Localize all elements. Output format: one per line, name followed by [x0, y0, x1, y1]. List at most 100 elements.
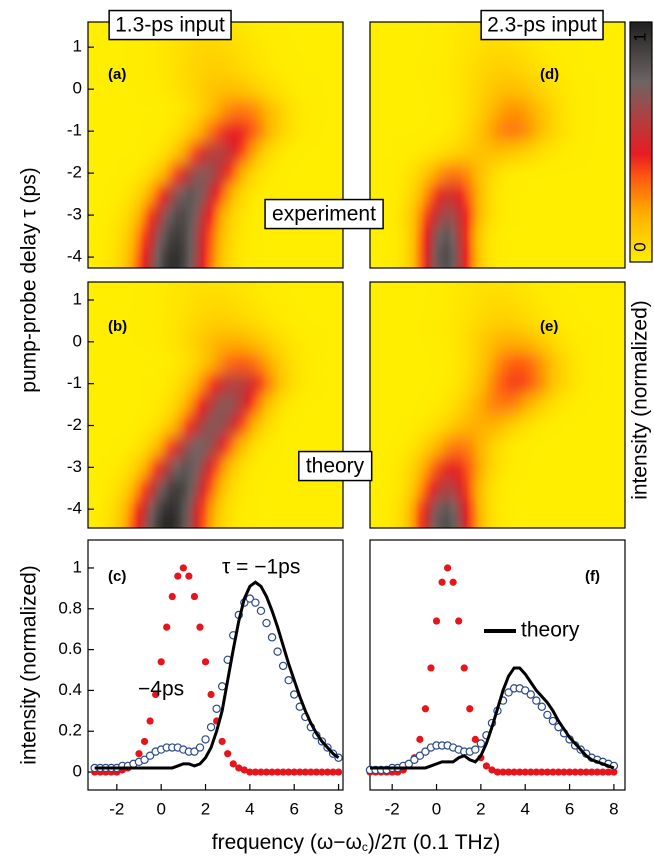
x-tick-label: 0 — [432, 799, 441, 818]
y-tick-label: -1 — [67, 121, 82, 140]
heatmap-row — [370, 394, 625, 416]
label-box — [264, 198, 384, 230]
annotation-bg — [220, 555, 303, 579]
heatmap-row — [88, 36, 343, 58]
heatmap-row — [370, 415, 625, 436]
y-tick-label: -4 — [67, 247, 82, 266]
data-dot — [571, 768, 579, 776]
heatmap-row — [88, 57, 343, 79]
x-tick-label: 4 — [520, 799, 529, 818]
x-tick-label: -2 — [385, 799, 400, 818]
y-tick-label: -3 — [67, 205, 82, 224]
colorbar — [629, 21, 653, 263]
data-circle — [206, 722, 216, 732]
y-tick-label: -2 — [67, 163, 82, 182]
heatmap — [88, 282, 343, 528]
heatmap-rows — [88, 282, 343, 528]
y-axis-label: intensity (normalized) — [18, 565, 41, 765]
heatmap-row — [88, 373, 343, 395]
y-tick-label: 0.8 — [58, 598, 82, 617]
data-dot — [246, 768, 254, 776]
data-dot — [285, 768, 293, 776]
y-tick-label: -4 — [67, 499, 82, 518]
heatmap-row — [370, 289, 625, 311]
data-dot — [588, 768, 596, 776]
data-circle — [278, 661, 288, 671]
y-tick-label: 0 — [73, 331, 82, 350]
y-tick-label: 0.2 — [58, 721, 82, 740]
heatmap-row — [88, 225, 343, 247]
x-tick-label: 6 — [289, 799, 298, 818]
data-circle — [521, 686, 530, 695]
panel-label: (e) — [540, 318, 558, 335]
x-axis-label-part: )/2π (0.1 THz) — [368, 831, 500, 854]
y-tick-label: -2 — [67, 415, 82, 434]
data-dot — [290, 768, 298, 776]
heatmap-row — [88, 394, 343, 416]
data-dot — [516, 768, 524, 776]
heatmap-rows — [370, 22, 625, 268]
x-axis-label-part: frequency (ω−ω — [212, 831, 362, 854]
heatmap-row — [370, 183, 625, 205]
panel-label: (a) — [108, 66, 126, 83]
data-dot — [268, 768, 276, 776]
data-dot — [224, 750, 232, 758]
data-dot — [604, 768, 612, 776]
data-dot — [610, 768, 618, 776]
heatmap-row — [370, 78, 625, 100]
heatmap-row — [370, 456, 625, 478]
data-dot — [318, 768, 326, 776]
panel-frame — [87, 281, 344, 529]
x-axis-label-part: c — [362, 840, 368, 854]
x-axis-label: frequency (ω−ωc)/2π (0.1 THz) — [212, 831, 500, 855]
data-dot — [427, 664, 435, 672]
label-box — [108, 9, 232, 41]
data-dot — [582, 768, 590, 776]
data-circle — [532, 696, 541, 705]
data-dot — [307, 768, 315, 776]
heatmap-row — [370, 57, 625, 79]
panel-label: (c) — [108, 568, 126, 585]
theory-line — [94, 580, 340, 770]
data-dot — [152, 690, 160, 699]
data-dot — [532, 768, 540, 776]
data-dot — [599, 768, 607, 776]
data-circle — [267, 633, 277, 642]
heatmap-row — [88, 519, 343, 528]
data-dot — [449, 578, 457, 586]
data-circle — [537, 702, 547, 711]
x-tick-label: 8 — [609, 799, 618, 818]
heatmap-row — [88, 456, 343, 478]
data-circle — [262, 618, 271, 628]
heatmap-row — [88, 289, 343, 311]
panel-frame — [369, 281, 626, 529]
heatmap-row — [370, 498, 625, 520]
data-circle — [195, 743, 205, 752]
heatmap-row — [88, 498, 343, 520]
heatmap-row — [370, 141, 625, 163]
data-circle — [421, 747, 430, 756]
data-dot — [273, 768, 282, 776]
data-dot — [312, 768, 320, 776]
data-circle — [251, 598, 260, 607]
data-dot — [504, 768, 513, 776]
data-dot — [251, 768, 260, 776]
data-circle — [145, 751, 155, 760]
data-dot — [185, 572, 193, 580]
panel-label: (b) — [108, 318, 127, 335]
data-dot — [482, 762, 491, 770]
heatmap-row — [370, 282, 625, 290]
annotation: τ = −1ps — [222, 556, 300, 579]
data-circle — [415, 751, 425, 760]
data-dot — [565, 768, 574, 776]
heatmap-row — [370, 162, 625, 184]
heatmap-rows — [88, 22, 343, 268]
heatmap — [370, 282, 625, 528]
row-label: theory — [306, 455, 365, 478]
heatmap-row — [88, 78, 343, 100]
x-tick-label: 4 — [245, 799, 254, 818]
heatmap-row — [88, 141, 343, 163]
data-circle — [548, 716, 558, 726]
data-dot — [593, 768, 601, 776]
